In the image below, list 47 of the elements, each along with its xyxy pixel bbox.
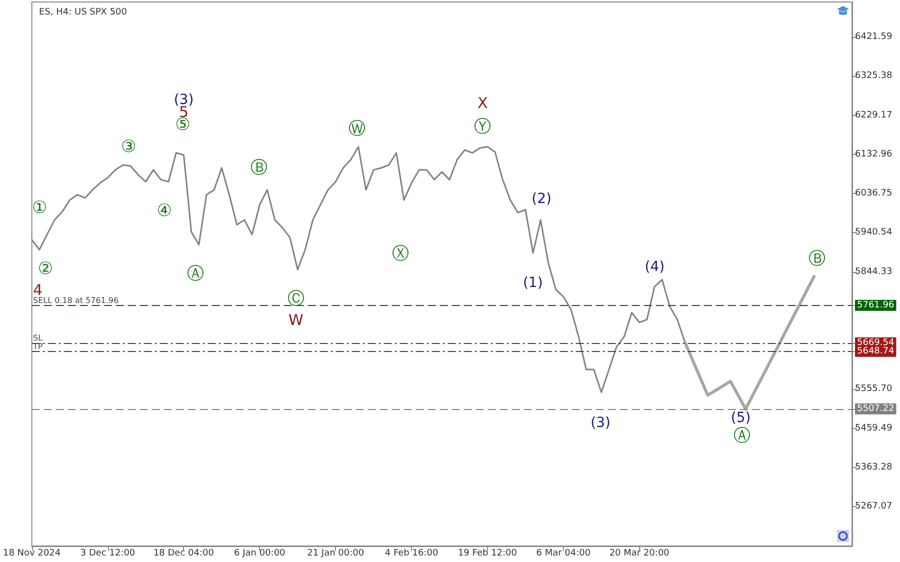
y-tick-label: 5761.96 [857,300,894,310]
y-tick-label: 6229.17 [855,110,892,120]
annotation: ① [32,198,48,218]
y-tick-label: 5940.54 [855,228,892,238]
x-tick-label: 4 Feb 16:00 [384,548,438,558]
text: ES, H4: US SPX 500 [39,8,128,18]
y-tick-label: 5363.28 [855,462,892,472]
annotation: Ⓑ [808,249,826,269]
y-tick-label: 6036.75 [855,188,892,199]
x-tick-label: 18 Dec 04:00 [153,548,214,558]
annotation: Ⓐ [733,426,750,446]
ref-line-label: SL [33,333,44,342]
annotation: (2) [532,191,552,207]
annotation: Ⓦ [348,119,366,139]
annotation: ④ [156,201,172,221]
y-tick-label: 5459.49 [855,423,892,434]
y-tick-label: 5648.74 [857,346,894,356]
annotation: Ⓨ [474,117,492,137]
annotation: (4) [644,259,665,275]
ref-line-label: SELL 0.18 at 5761.96 [33,296,119,305]
x-tick-label: 20 Mar 20:00 [609,548,670,558]
ref-line-label: TP [32,342,43,351]
y-tick-label: 5507.22 [857,404,894,414]
y-tick-label: 5669.54 [857,338,894,348]
y-tick-label: 5844.33 [855,266,892,277]
annotation: Ⓒ [287,289,304,309]
annotation: (1) [522,275,543,291]
y-tick-label: 5555.70 [855,384,892,394]
x-tick-label: 18 Nov 2024 [2,548,61,558]
x-tick-label: 6 Jan 00:00 [234,548,286,558]
annotation: Ⓧ [392,244,409,264]
y-tick-label: 6421.59 [855,32,892,42]
annotation: Ⓐ [186,264,204,284]
y-tick-label: 5267.07 [855,502,892,512]
x-tick-label: 6 Mar 04:00 [536,548,591,558]
annotation: (5) [730,410,751,426]
annotation: W [288,311,304,329]
y-tick-label: 6132.96 [855,149,892,160]
x-tick-label: 19 Feb 12:00 [458,548,518,558]
x-tick-label: 3 Dec 12:00 [80,548,136,558]
annotation: ② [38,259,54,279]
annotation: X [477,94,488,112]
annotation: (3) [590,415,610,431]
x-tick-label: 21 Jan 00:00 [307,548,364,558]
annotation: ③ [121,137,136,157]
annotation: Ⓑ [250,158,268,178]
y-tick-label: 6325.38 [855,71,892,82]
